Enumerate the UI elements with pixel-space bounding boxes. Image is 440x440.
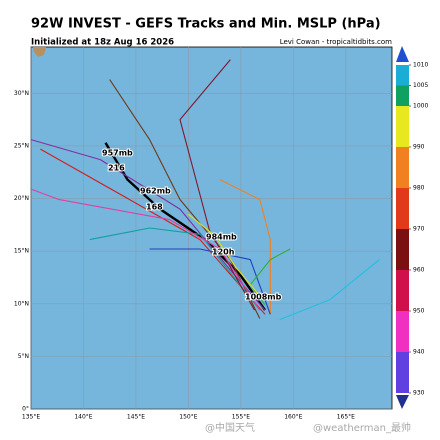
tracks [30, 59, 380, 321]
colorbar-label: 1005 [413, 82, 428, 89]
watermark: @weatherman_最帅 [313, 421, 411, 434]
member-track [249, 248, 291, 306]
colorbar-label: 1010 [413, 62, 428, 69]
x-tick-label: 140°E [74, 414, 92, 421]
track-annotation: 120h [212, 248, 235, 257]
x-tick-label: 150°E [179, 414, 197, 421]
x-tick-label: 135°E [22, 414, 40, 421]
track-annotation: 957mb [102, 149, 133, 158]
colorbar-band [396, 229, 409, 270]
member-track [279, 259, 380, 321]
colorbar-band [396, 147, 409, 188]
x-tick-label: 145°E [127, 414, 145, 421]
colorbar-label: 930 [413, 390, 425, 397]
member-track [179, 59, 255, 311]
y-tick-label: 10°N [14, 300, 29, 307]
title: 92W INVEST - GEFS Tracks and Min. MSLP (… [31, 17, 381, 32]
colorbar-label: 1000 [413, 103, 428, 110]
ocean [30, 46, 393, 410]
colorbar-label: 970 [413, 226, 425, 233]
member-track [89, 227, 261, 311]
credit: Levi Cowan - tropicaltidbits.com [280, 38, 392, 46]
y-tick-label: 0° [22, 406, 29, 413]
x-tick-label: 160°E [284, 414, 302, 421]
y-tick-label: 25°N [14, 142, 29, 149]
y-tick-label: 20°N [14, 195, 29, 202]
track-annotation: 984mb [206, 233, 237, 242]
colorbar-label: 950 [413, 308, 425, 315]
land [33, 47, 46, 57]
member-track [40, 148, 266, 315]
colorbar-label: 960 [413, 267, 425, 274]
subtitle: Initialized at 18z Aug 16 2026 [31, 38, 174, 48]
colorbar-band [396, 311, 409, 352]
colorbar-arrow-top [396, 46, 409, 62]
colorbar-band [396, 270, 409, 311]
mean-track [104, 142, 266, 311]
colorbar-band [396, 65, 409, 86]
colorbar-label: 990 [413, 144, 425, 151]
x-tick-label: 165°E [337, 414, 355, 421]
labels: 135°E 140°E 145°E 150°E 155°E 160°E 165°E 0° 5°N… [14, 62, 429, 435]
colorbar-arrow-bottom [396, 395, 409, 409]
colorbar-band [396, 106, 409, 147]
member-track [188, 213, 263, 299]
colorbar-band [396, 188, 409, 229]
x-tick-label: 155°E [232, 414, 250, 421]
watermark: @中国天气 [205, 421, 255, 434]
colorbar-band [396, 352, 409, 393]
track-annotation: 168 [146, 203, 163, 212]
member-track [30, 188, 261, 311]
track-annotation: 1008mb [245, 293, 282, 302]
colorbar-label: 980 [413, 185, 425, 192]
y-tick-label: 5°N [18, 353, 29, 360]
member-track [219, 179, 271, 315]
member-track [149, 248, 271, 315]
track-annotation: 962mb [140, 187, 171, 196]
colorbar-label: 940 [413, 349, 425, 356]
colorbar-band [396, 85, 409, 106]
y-tick-label: 15°N [14, 248, 29, 255]
track-annotation: 216 [108, 164, 125, 173]
y-tick-label: 30°N [14, 90, 29, 97]
